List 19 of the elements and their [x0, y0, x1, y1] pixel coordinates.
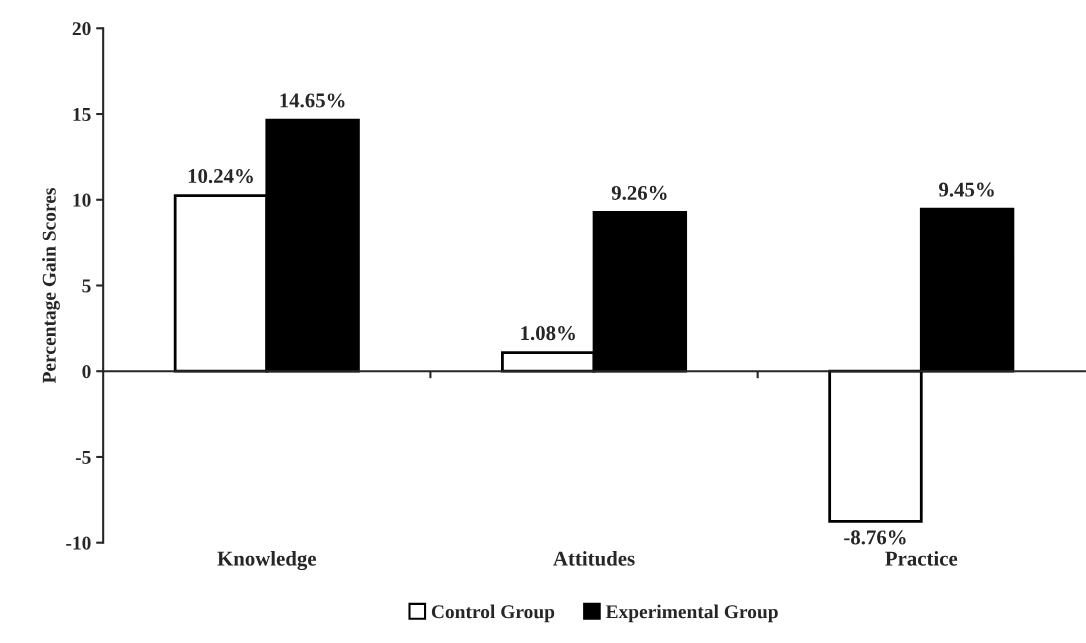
- data-label: 1.08%: [521, 326, 575, 341]
- data-label: 9.45%: [939, 182, 994, 197]
- x-tick-label: Attitudes: [553, 551, 635, 566]
- y-tick-label: 10: [73, 193, 91, 207]
- data-label: 14.65%: [280, 93, 345, 108]
- y-axis-title: Percentage Gain Scores: [42, 188, 60, 384]
- data-label: 10.24%: [188, 169, 253, 184]
- y-tick-label: 20: [72, 22, 91, 36]
- y-tick-label: -10: [66, 536, 91, 550]
- y-tick-label: 15: [73, 107, 91, 121]
- y-tick-label: 0: [82, 365, 91, 379]
- x-tick-label: Practice: [885, 551, 958, 566]
- data-label: -8.76%: [844, 530, 906, 545]
- y-tick-label: 5: [82, 279, 91, 293]
- y-tick-label: -5: [75, 450, 91, 464]
- x-tick-label: Knowledge: [217, 551, 317, 571]
- data-label: 9.26%: [611, 185, 667, 200]
- legend-label: Control Group: [431, 604, 555, 623]
- legend-label: Experimental Group: [605, 604, 778, 623]
